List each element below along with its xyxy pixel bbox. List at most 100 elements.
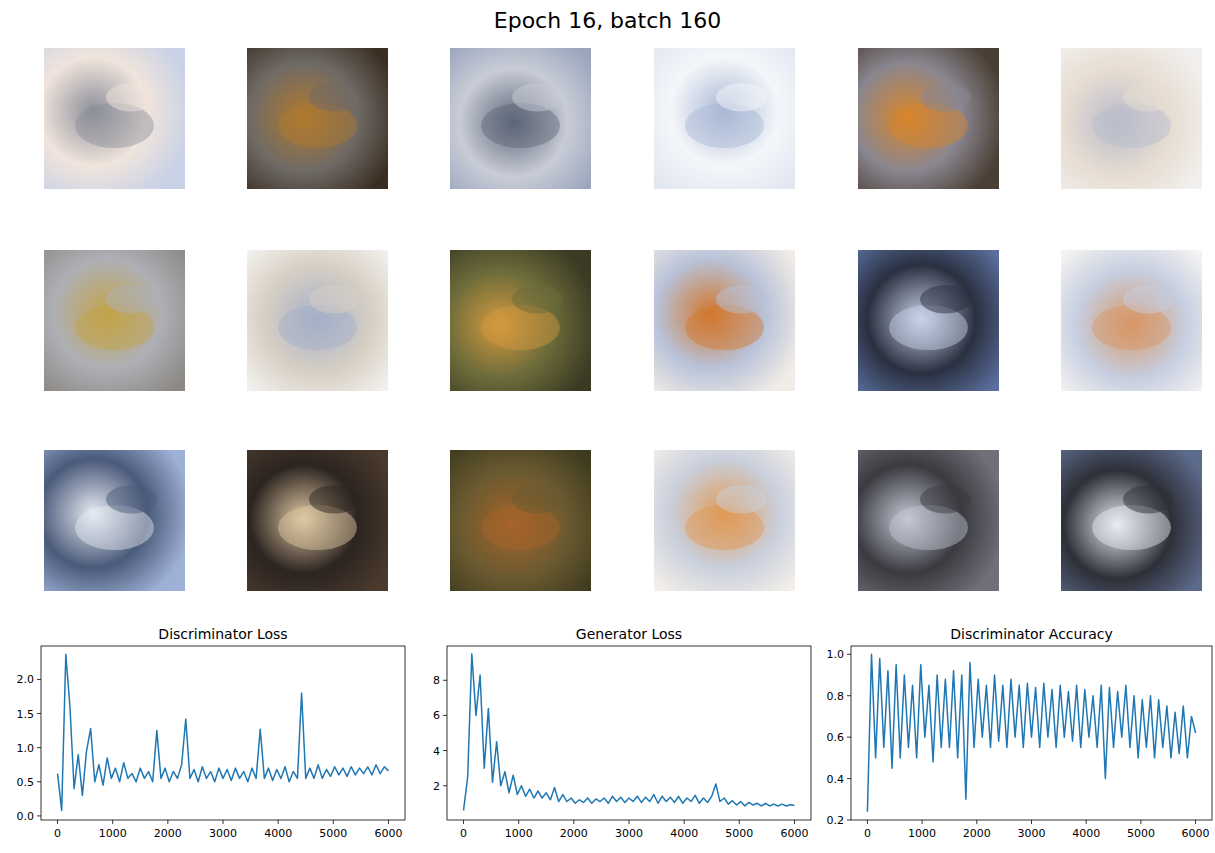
sample-image [247,450,388,591]
figure-title: Epoch 16, batch 160 [494,8,721,33]
x-tick [573,820,574,824]
x-tick [463,820,464,824]
y-tick-label: 6 [433,709,440,722]
y-tick [847,778,851,779]
x-tick-label: 0 [460,827,467,840]
y-tick [847,737,851,738]
x-tick [388,820,389,824]
axes-frame [41,646,405,820]
x-tick-label: 1000 [505,827,533,840]
chart: Discriminator Accuracy 0 1000 2000 3000 4000 5… [827,626,1213,840]
x-tick [57,820,58,824]
sample-image [858,450,999,591]
y-tick [37,713,41,714]
sample-image [654,450,795,591]
x-tick-label: 0 [54,827,61,840]
x-tick [794,820,795,824]
chart-title: Discriminator Accuracy [950,626,1112,642]
y-tick [443,715,447,716]
y-tick-label: 0.0 [17,810,35,823]
x-tick-label: 6000 [780,827,808,840]
x-tick [167,820,168,824]
y-tick-label: 1.0 [827,648,845,661]
x-tick-label: 4000 [264,827,292,840]
y-tick-label: 2 [433,780,440,793]
x-tick [922,820,923,824]
x-tick [1195,820,1196,824]
figure: Epoch 16, batch 160Discriminator Loss010… [0,0,1215,853]
x-tick [867,820,868,824]
x-tick-label: 4000 [1072,827,1100,840]
sample-image [1061,48,1202,189]
x-tick-label: 6000 [374,827,402,840]
x-tick [629,820,630,824]
x-tick-label: 0 [864,827,871,840]
sample-image [1061,450,1202,591]
sample-image [450,450,591,591]
x-tick-label: 1000 [908,827,936,840]
x-tick [112,820,113,824]
sample-image [247,250,388,391]
x-tick-label: 3000 [209,827,237,840]
y-tick-label: 0.4 [827,773,845,786]
x-tick [739,820,740,824]
y-tick [37,747,41,748]
sample-image [44,48,185,189]
y-tick [443,785,447,786]
x-tick-label: 2000 [560,827,588,840]
sample-image [247,48,388,189]
sample-image [450,48,591,189]
sample-image [44,250,185,391]
y-tick-label: 8 [433,674,440,687]
y-tick-label: 0.2 [827,814,845,827]
x-tick-label: 3000 [1018,827,1046,840]
chart: Generator Loss 0 1000 2000 3000 4000 5000 6000 2… [433,626,811,840]
sample-image [654,250,795,391]
sample-image [654,48,795,189]
y-tick-label: 4 [433,745,440,758]
axes-frame [447,646,811,820]
x-tick-label: 3000 [615,827,643,840]
plot-area [867,654,1195,811]
x-tick-label: 1000 [99,827,127,840]
x-tick-label: 5000 [319,827,347,840]
plot-area [58,654,389,810]
chart: Discriminator Loss0100020003000400050006… [17,626,406,840]
y-tick-label: 0.8 [827,690,845,703]
y-tick-label: 0.5 [17,776,35,789]
x-tick-label: 6000 [1182,827,1210,840]
y-tick [37,781,41,782]
y-tick-label: 1.5 [17,708,35,721]
y-tick [37,679,41,680]
y-tick [847,654,851,655]
x-tick-label: 5000 [1127,827,1155,840]
x-tick [1086,820,1087,824]
y-tick [847,695,851,696]
y-tick-label: 1.0 [17,742,35,755]
x-tick [684,820,685,824]
plot-area [464,654,795,810]
line-series [867,654,1195,811]
y-tick [847,820,851,821]
sample-image [1061,250,1202,391]
x-tick [518,820,519,824]
sample-image [44,450,185,591]
x-tick-label: 2000 [963,827,991,840]
x-tick [333,820,334,824]
x-tick [1031,820,1032,824]
x-tick-label: 5000 [725,827,753,840]
axes-frame [851,646,1212,820]
sample-image [450,250,591,391]
x-tick [278,820,279,824]
x-tick [223,820,224,824]
sample-image [858,250,999,391]
line-series [464,654,795,810]
chart-title: Generator Loss [576,626,682,642]
y-tick-label: 0.6 [827,731,845,744]
x-tick [976,820,977,824]
y-tick [37,815,41,816]
y-tick [443,750,447,751]
y-tick [443,680,447,681]
sample-image [858,48,999,189]
x-tick-label: 4000 [670,827,698,840]
